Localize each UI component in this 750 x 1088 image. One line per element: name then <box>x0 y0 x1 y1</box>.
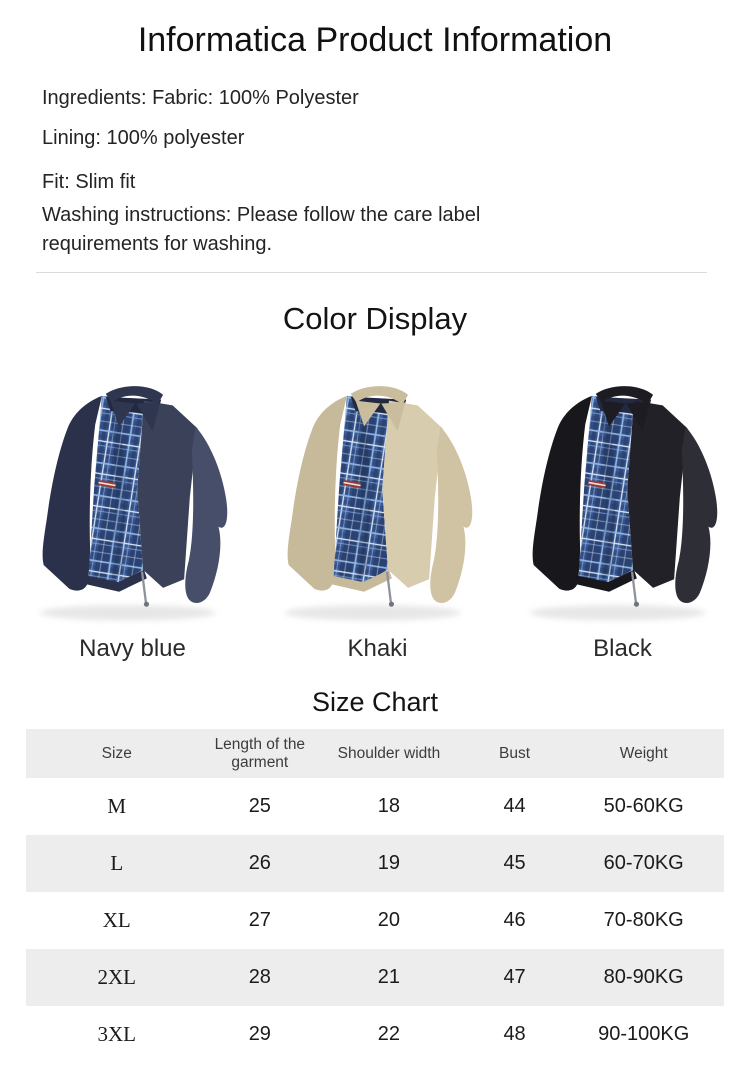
cell-shoulder: 20 <box>377 909 401 931</box>
jacket-label-navy-blue: Navy blue <box>79 635 186 662</box>
color-display-title: Color Display <box>282 301 468 336</box>
cell-bust: 45 <box>503 852 526 874</box>
jacket-collar-right-point <box>381 402 406 432</box>
zipper-pull <box>633 601 640 607</box>
table-row-m: M 25 18 44 50-60KG <box>26 778 724 835</box>
jacket-collar <box>350 386 409 405</box>
cell-size: XL <box>102 908 131 932</box>
jacket-left-panel <box>287 395 347 591</box>
cell-size: M <box>107 794 127 818</box>
jacket-hem <box>85 569 147 592</box>
cell-length: 28 <box>248 966 271 988</box>
cell-size: 2XL <box>97 965 136 989</box>
table-row-3xl: 3XL 29 22 48 90-100KG <box>26 1006 724 1063</box>
pocket-trim <box>343 480 361 488</box>
jacket-right-panel <box>382 400 443 588</box>
zipper-pull <box>388 601 395 607</box>
cell-size: L <box>110 851 124 875</box>
cell-bust: 46 <box>503 909 526 931</box>
jacket-collar-right-point <box>626 402 651 432</box>
jacket-plaid-lining <box>333 395 389 584</box>
cell-length: 26 <box>248 852 271 874</box>
cell-bust: 47 <box>503 966 526 988</box>
cell-length: 25 <box>248 795 271 817</box>
jacket-right-sleeve <box>675 426 718 603</box>
jacket-label-khaki: Khaki <box>347 635 408 662</box>
size-chart-title: Size Chart <box>311 687 439 717</box>
jacket-black: Black <box>510 371 735 663</box>
table-row-xl: XL 27 20 46 70-80KG <box>26 892 724 949</box>
jacket-khaki: Khaki <box>265 371 490 663</box>
jacket-shadow <box>284 605 461 621</box>
jacket-hem <box>575 569 637 592</box>
detail-washing-instructions: Washing instructions: Please follow the … <box>42 204 481 255</box>
cell-shoulder: 22 <box>377 1023 401 1045</box>
jacket-left-panel <box>532 395 592 591</box>
table-row-l: L 26 19 45 60-70KG <box>26 835 724 892</box>
zipper <box>140 571 148 603</box>
product-info-page: Informatica Product Information Ingredie… <box>0 18 750 1063</box>
jacket-right-panel <box>627 400 688 588</box>
jacket-collar-right-point <box>136 402 161 432</box>
color-display-row: Navy blue <box>0 371 750 663</box>
jacket-collar <box>595 386 654 405</box>
jacket-navy-blue-image <box>39 386 228 621</box>
product-details: Ingredients: Fabric: 100% Polyester Lini… <box>42 87 750 259</box>
cell-bust: 48 <box>503 1023 526 1045</box>
column-header-length: Length of the garment <box>214 735 306 771</box>
column-header-shoulder-width: Shoulder width <box>337 744 441 762</box>
cell-weight: 70-80KG <box>603 909 684 931</box>
cell-shoulder: 18 <box>377 795 401 817</box>
lining-fold-shade <box>110 399 126 579</box>
jacket-label-black: Black <box>593 635 652 662</box>
detail-lining: Lining: 100% polyester <box>42 127 245 149</box>
cell-length: 27 <box>248 909 271 931</box>
cell-weight: 90-100KG <box>598 1023 690 1045</box>
jacket-khaki-image <box>284 386 473 621</box>
jacket-collar <box>105 386 164 405</box>
column-header-size: Size <box>101 744 132 762</box>
lining-fold-shade <box>600 399 616 579</box>
cell-weight: 80-90KG <box>603 966 684 988</box>
lining-fold-shade <box>355 399 371 579</box>
jacket-navy-blue: Navy blue <box>20 371 245 663</box>
zipper <box>630 571 638 603</box>
section-divider <box>36 272 707 273</box>
jacket-left-panel <box>42 395 102 591</box>
jacket-right-panel <box>137 400 198 588</box>
detail-ingredients: Ingredients: Fabric: 100% Polyester <box>42 87 359 109</box>
pocket-trim <box>98 480 116 488</box>
cell-shoulder: 19 <box>377 852 401 874</box>
table-row-2xl: 2XL 28 21 47 80-90KG <box>26 949 724 1006</box>
cell-bust: 44 <box>503 795 526 817</box>
cell-size: 3XL <box>97 1022 136 1046</box>
jacket-plaid-lining <box>88 395 144 584</box>
detail-fit: Fit: Slim fit <box>42 171 136 193</box>
jacket-hem <box>330 569 392 592</box>
jacket-plaid-lining <box>578 395 634 584</box>
jacket-right-sleeve <box>430 426 473 603</box>
jacket-shadow <box>529 605 706 621</box>
column-header-bust: Bust <box>499 744 531 762</box>
jacket-right-sleeve <box>185 426 228 603</box>
cell-weight: 60-70KG <box>603 852 684 874</box>
size-chart-table: Size Length of the garment Shoulder widt… <box>26 729 724 1063</box>
column-header-weight: Weight <box>619 744 668 762</box>
pocket-trim <box>588 480 606 488</box>
cell-shoulder: 21 <box>377 966 401 988</box>
cell-length: 29 <box>248 1023 271 1045</box>
jacket-collar-left-point <box>355 400 381 427</box>
cell-weight: 50-60KG <box>603 795 684 817</box>
zipper-pull <box>143 601 150 607</box>
zipper <box>385 571 393 603</box>
jacket-black-image <box>529 386 718 621</box>
jacket-collar-left-point <box>600 400 626 427</box>
jacket-shadow <box>39 605 216 621</box>
jacket-collar-left-point <box>110 400 136 427</box>
page-title: Informatica Product Information <box>137 21 613 59</box>
table-header-row: Size Length of the garment Shoulder widt… <box>26 729 724 778</box>
